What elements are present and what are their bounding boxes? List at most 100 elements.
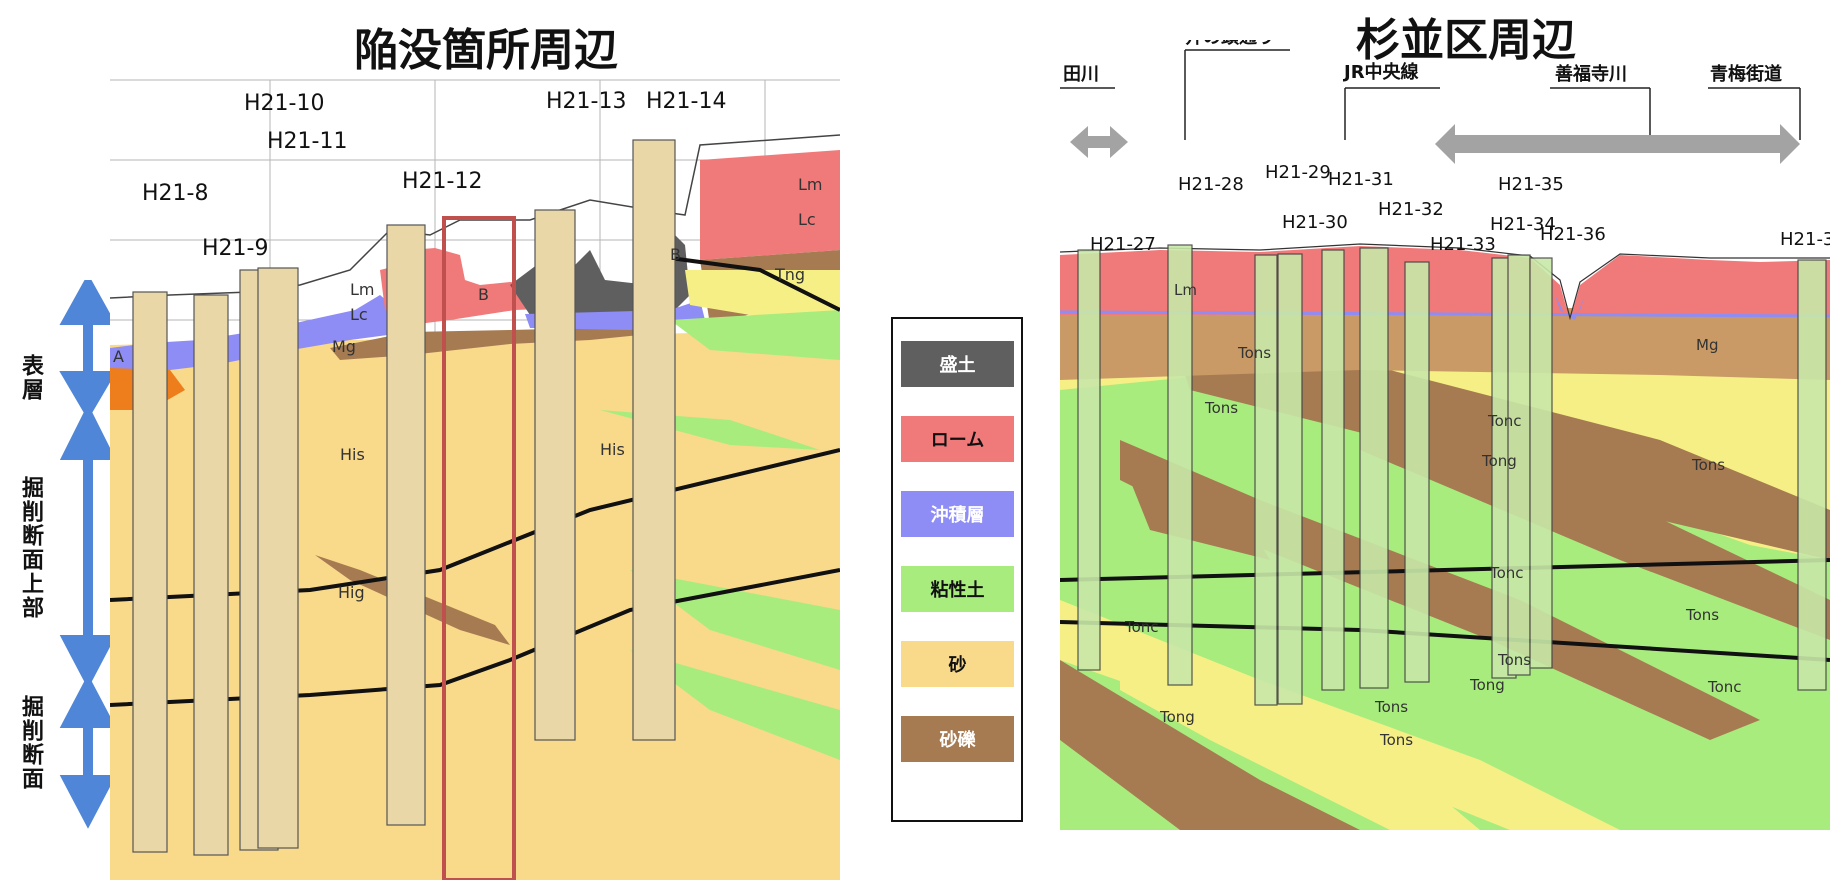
sand-band-3 [1120,640,1480,830]
range-arrows [1070,124,1800,164]
left-title: 陥没箇所周辺 [354,25,618,76]
surface-label: 表層 [18,354,43,402]
legend-item-clay: 粘性土 [901,566,1014,612]
collapse-area-box [442,216,516,880]
borehole-h21-30 [1277,253,1303,705]
layer-label: B [670,245,681,264]
borehole-h21-13 [534,209,576,741]
borehole-label: H21-35 [1498,174,1564,195]
clay-lens-3 [630,650,840,760]
excavation-upper-arrow [59,403,117,689]
borehole-h21-11 [257,267,299,849]
layer-label: Mg [332,337,356,356]
place-label: 善福寺川 [1555,63,1627,85]
borehole-h21-3x [1797,259,1827,691]
borehole-label: H21-8 [142,181,208,206]
right-cross-section: 田川 井の頭通り JR中央線 善福寺川 青梅街道 [1060,40,1830,830]
borehole-label: H21-14 [646,89,726,114]
excavation-upper-label: 掘削断面上部 [18,476,43,620]
layer-label: Tons [1685,606,1719,624]
boreholes-right [1077,244,1827,706]
legend-item-fill: 盛土 [901,341,1014,387]
place-label: 井の頭通り [1185,40,1275,48]
right-title: 杉並区周辺 [1356,15,1576,66]
legend-item-alluvium: 沖積層 [901,491,1014,537]
borehole-label: H21-13 [546,89,626,114]
loam-layer [380,248,565,325]
borehole-h21-8 [132,291,168,853]
boreholes-left [132,139,676,856]
layer-label: Tons [1204,399,1238,417]
layer-label: Tong [1159,708,1195,726]
layer-label: B [478,285,489,304]
borehole-label: H21-34 [1490,214,1556,235]
borehole-h21-14 [632,139,676,741]
legend-item-gravel: 砂礫 [901,716,1014,762]
borehole-label: H21-12 [402,169,482,194]
gravel-mg [1060,308,1830,380]
excavation-label: 掘削断面 [18,695,43,791]
borehole-label: H21-11 [267,129,347,154]
layer-label: Tons [1497,651,1531,669]
layer-label: Tons [1237,344,1271,362]
layer-label: Tonc [1489,564,1524,582]
borehole-label: H21-3 [1780,229,1830,250]
layer-label: His [340,445,365,464]
borehole-h21-12 [386,224,426,826]
surface-arrow [59,280,117,420]
borehole-label: H21-36 [1540,224,1606,245]
black-boundary [669,256,840,312]
borehole-h21-27 [1077,249,1101,671]
layer-label: Tons [1691,456,1725,474]
layer-label: Tng [774,265,805,284]
gravel-band-5 [1130,480,1270,560]
borehole-label: H21-31 [1328,169,1394,190]
borehole-label: H21-10 [244,91,324,116]
layer-label: Tong [1481,452,1517,470]
layer-label: Tong [1469,676,1505,694]
borehole-h21-9 [193,294,229,856]
place-label: 田川 [1063,64,1099,85]
borehole-h21-31 [1321,249,1345,691]
layer-label: Mg [1696,336,1718,354]
borehole-h21-36 [1529,257,1553,669]
layer-label: Lc [350,305,368,324]
borehole-label: H21-32 [1378,199,1444,220]
layer-label: Tonc [1707,678,1742,696]
borehole-label: H21-30 [1282,212,1348,233]
layer-label: His [600,440,625,459]
layer-label: Tonc [1124,618,1159,636]
layer-label: A [113,347,124,366]
borehole-label: H21-9 [202,236,268,261]
borehole-h21-28 [1167,244,1193,686]
clay-lens-2 [630,570,840,670]
borehole-h21-29 [1254,254,1278,706]
loam-top [1060,246,1830,320]
layer-label: Tons [1374,698,1408,716]
place-label: 青梅街道 [1710,63,1782,85]
borehole-label: H21-29 [1265,162,1331,183]
borehole-h21-33 [1404,261,1430,683]
layer-label: Hig [338,583,365,602]
gravel-band-2 [1360,400,1830,640]
loam-right-block [700,150,840,260]
layer-label: Lm [350,280,375,299]
depth-arrows [59,280,117,829]
layer-label: Tonc [1487,412,1522,430]
excavation-arrow [59,674,117,829]
borehole-label: H21-28 [1178,174,1244,195]
layer-label: Lc [798,210,816,229]
borehole-label: H21-33 [1430,234,1496,255]
left-cross-section: H21-8 H21-9 H21-10 H21-11 H21-12 H21-13 … [110,70,840,880]
sand-band-2 [1060,600,1620,830]
borehole-h21-32 [1359,247,1389,689]
clay-right-band [670,310,840,360]
legend: 盛土 ローム 沖積層 粘性土 砂 砂礫 [891,317,1023,822]
gravel-band-4 [1060,660,1360,830]
layer-label: Tons [1379,731,1413,749]
legend-item-loam: ローム [901,416,1014,462]
borehole-label: H21-27 [1090,234,1156,255]
place-label: JR中央線 [1342,61,1419,83]
layer-label: Lm [1174,281,1197,299]
legend-item-sand: 砂 [901,641,1014,687]
